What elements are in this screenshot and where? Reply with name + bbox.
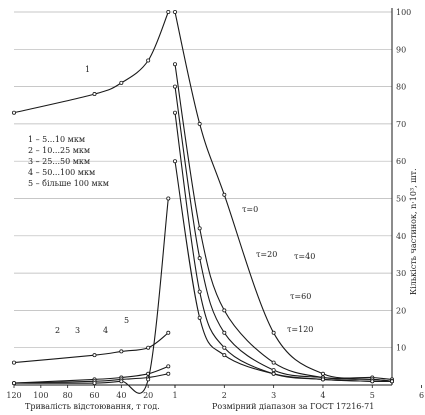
y-tick-label: 60 bbox=[396, 157, 406, 166]
right-series-point bbox=[271, 330, 276, 335]
right-series-point bbox=[172, 110, 177, 115]
left-series-point bbox=[11, 110, 16, 115]
x-axis-right-label: Розмірний діапазон за ГОСТ 17216-71 bbox=[212, 402, 374, 411]
right-series-point bbox=[172, 84, 177, 89]
right-series-line bbox=[174, 11, 393, 380]
left-series-point bbox=[92, 381, 97, 386]
left-series-point bbox=[166, 364, 171, 369]
right-series-point bbox=[222, 308, 227, 313]
y-tick-label: 20 bbox=[396, 306, 406, 315]
right-series-point bbox=[172, 9, 177, 14]
legend-entry: 5 – більше 100 мкм bbox=[28, 179, 109, 188]
left-series-point bbox=[11, 381, 16, 386]
x-right-tick-label: 6 bbox=[419, 391, 424, 400]
right-series-point bbox=[222, 330, 227, 335]
x-right-tick-label: 2 bbox=[222, 391, 227, 400]
series-label: τ=60 bbox=[290, 292, 311, 301]
legend: 1 – 5...10 мкм 2 – 10...25 мкм 3 – 25...50… bbox=[28, 135, 109, 188]
y-tick-label: 10 bbox=[396, 344, 406, 353]
left-series-line bbox=[13, 365, 169, 384]
curves: 1 2 3 4 5 τ=0 τ=20 τ=40 τ=60 τ=120 bbox=[11, 9, 394, 394]
series-label: 4 bbox=[103, 326, 108, 335]
right-series-point bbox=[197, 315, 202, 320]
x-left-tick-label: 100 bbox=[33, 391, 48, 400]
left-series-point bbox=[146, 345, 151, 350]
left-series-point bbox=[92, 353, 97, 358]
left-series-point bbox=[166, 330, 171, 335]
legend-entry: 4 – 50...100 мкм bbox=[28, 168, 95, 177]
left-series-point bbox=[166, 371, 171, 376]
axes bbox=[13, 8, 422, 388]
x-left-tick-label: 120 bbox=[6, 391, 21, 400]
left-series-point bbox=[166, 9, 171, 14]
right-series-point bbox=[197, 256, 202, 261]
left-series-point bbox=[146, 377, 151, 382]
x-left-tick-label: 80 bbox=[63, 391, 73, 400]
y-tick-label: 80 bbox=[396, 83, 406, 92]
left-series-point bbox=[11, 360, 16, 365]
left-series-point bbox=[119, 379, 124, 384]
right-series-point bbox=[197, 289, 202, 294]
legend-entry: 1 – 5...10 мкм bbox=[28, 135, 85, 144]
x-left-tick-label: 20 bbox=[143, 391, 153, 400]
right-series-point bbox=[271, 368, 276, 373]
right-series-point bbox=[172, 159, 177, 164]
y-axis-label: Кількість частинок, n·10³, шт. bbox=[409, 168, 418, 295]
right-series-point bbox=[271, 371, 276, 376]
y-tick-label: 90 bbox=[396, 45, 406, 54]
series-label: τ=0 bbox=[242, 205, 258, 214]
right-series-point bbox=[222, 192, 227, 197]
right-series-point bbox=[370, 379, 375, 384]
right-series-line bbox=[174, 86, 393, 382]
series-label: τ=120 bbox=[287, 325, 313, 334]
tick-labels: 10 20 30 40 50 60 70 80 90 100 120 100 80 60 40 20 1 2 3 4 5… bbox=[6, 8, 424, 400]
x-axis-left-label: Тривалість відстоювання, т год. bbox=[25, 402, 160, 411]
y-tick-label: 70 bbox=[396, 120, 406, 129]
x-left-tick-label: 40 bbox=[116, 391, 126, 400]
y-tick-label: 50 bbox=[396, 195, 406, 204]
right-series-point bbox=[222, 345, 227, 350]
left-series-point bbox=[166, 196, 171, 201]
right-series-point bbox=[320, 377, 325, 382]
right-series-point bbox=[222, 353, 227, 358]
right-series-line bbox=[174, 64, 393, 382]
legend-entry: 2 – 10...25 мкм bbox=[28, 146, 90, 155]
y-tick-label: 100 bbox=[396, 8, 411, 17]
left-series-point bbox=[119, 349, 124, 354]
left-series-line bbox=[13, 11, 169, 114]
left-series-point bbox=[146, 58, 151, 63]
right-series-point bbox=[271, 360, 276, 365]
series-label: 2 bbox=[55, 326, 60, 335]
left-series-line bbox=[13, 198, 169, 394]
x-right-tick-label: 1 bbox=[172, 391, 177, 400]
right-series-point bbox=[197, 121, 202, 126]
y-tick-label: 30 bbox=[396, 269, 406, 278]
right-series-point bbox=[197, 226, 202, 231]
right-series-point bbox=[172, 62, 177, 67]
x-right-tick-label: 3 bbox=[271, 391, 276, 400]
series-label: 5 bbox=[124, 316, 129, 325]
x-left-tick-label: 60 bbox=[89, 391, 99, 400]
right-series-point bbox=[320, 371, 325, 376]
left-series-point bbox=[92, 92, 97, 97]
grid bbox=[14, 11, 392, 349]
series-label: τ=20 bbox=[256, 250, 277, 259]
x-right-tick-label: 4 bbox=[320, 391, 325, 400]
legend-entry: 3 – 25...50 мкм bbox=[28, 157, 90, 166]
right-series-point bbox=[389, 379, 394, 384]
series-label: 3 bbox=[75, 326, 80, 335]
left-series-point bbox=[119, 80, 124, 85]
series-label: 1 bbox=[85, 65, 90, 74]
y-tick-label: 40 bbox=[396, 232, 406, 241]
series-label: τ=40 bbox=[294, 252, 315, 261]
x-right-tick-label: 5 bbox=[370, 391, 375, 400]
